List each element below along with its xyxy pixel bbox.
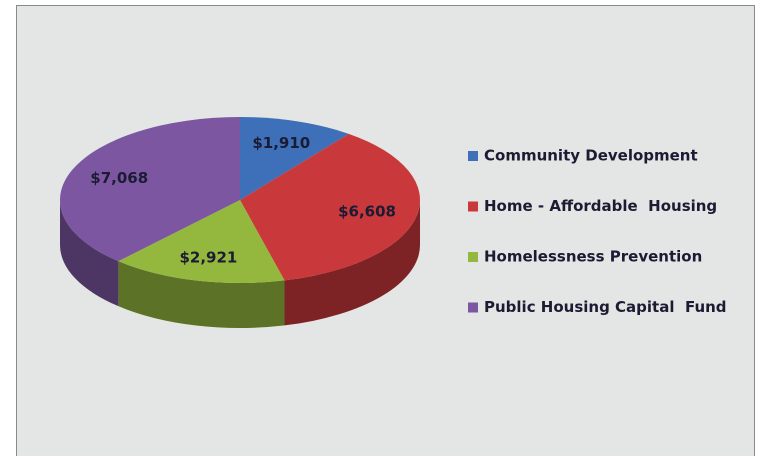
data-label: $1,910 (252, 134, 310, 152)
legend-swatch (468, 201, 478, 212)
slice (59, 117, 240, 262)
legend-swatch (468, 252, 478, 262)
data-label: $2,921 (179, 248, 237, 266)
data-label: $6,608 (338, 202, 396, 220)
legend-label: Home - Affordable Housing (484, 197, 717, 215)
slice-side (60, 200, 119, 307)
data-label: $7,068 (90, 169, 148, 187)
slice (240, 133, 420, 281)
slice (118, 200, 285, 283)
legend-swatch (468, 151, 478, 161)
slice-side (284, 200, 421, 326)
slice (240, 117, 349, 200)
legend-label: Homelessness Prevention (484, 248, 702, 266)
legend-label: Public Housing Capital Fund (484, 298, 727, 316)
legend-label: Community Development (484, 147, 698, 165)
slice-side (118, 261, 285, 328)
legend-swatch (468, 302, 478, 313)
